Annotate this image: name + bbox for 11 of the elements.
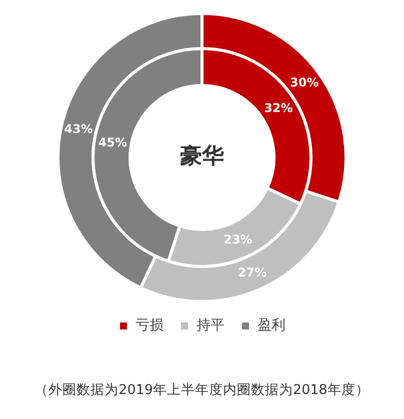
text: （外圈数据为2019年上半年度内圈数据为2018年度） xyxy=(34,381,370,399)
data-label: 45% xyxy=(98,135,127,150)
text: 豪华 xyxy=(179,144,224,170)
legend-label: 持平 xyxy=(196,318,224,334)
data-label: 32% xyxy=(264,101,293,116)
data-label: 30% xyxy=(290,75,319,90)
legend-label: 盈利 xyxy=(258,318,286,334)
data-label: 27% xyxy=(238,266,267,280)
legend-label: 亏损 xyxy=(136,318,164,334)
data-label: 23% xyxy=(224,232,252,247)
data-label: 43% xyxy=(64,122,93,136)
